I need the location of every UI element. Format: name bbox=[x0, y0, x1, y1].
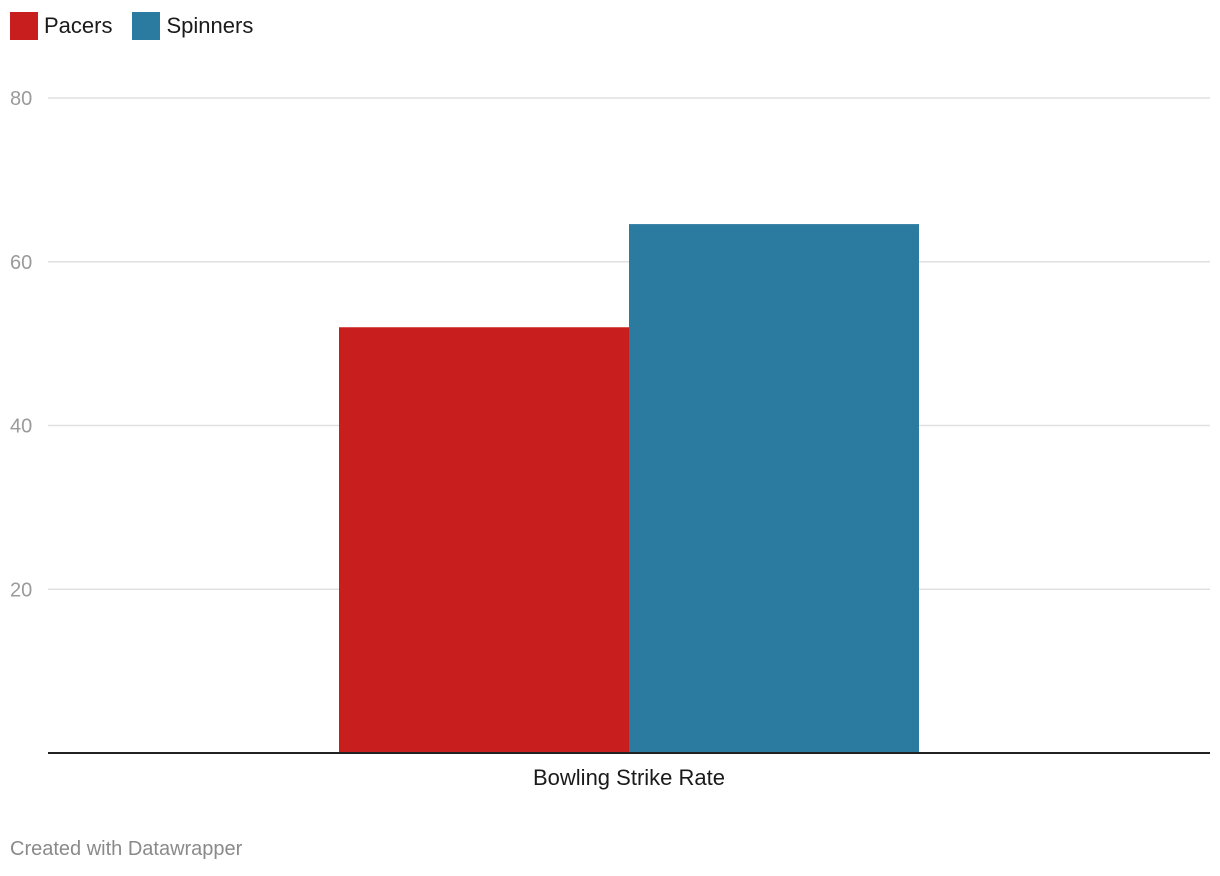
bar-chart: 20 40 60 80 Bowling Strike Rate bbox=[10, 88, 1210, 790]
chart-credit: Created with Datawrapper bbox=[10, 838, 243, 860]
y-tick-label-60: 60 bbox=[10, 252, 32, 274]
legend-label-spinners: Spinners bbox=[166, 13, 254, 38]
chart-legend: Pacers Spinners bbox=[10, 12, 253, 40]
legend-item-spinners: Spinners bbox=[132, 12, 253, 40]
legend-swatch-pacers bbox=[10, 12, 38, 40]
legend-label-pacers: Pacers bbox=[44, 13, 113, 38]
y-tick-label-20: 20 bbox=[10, 579, 32, 601]
legend-swatch-spinners bbox=[132, 12, 161, 40]
x-category-label-0: Bowling Strike Rate bbox=[533, 765, 725, 790]
y-tick-label-80: 80 bbox=[10, 88, 32, 110]
bar-pacers-0 bbox=[339, 327, 629, 753]
y-tick-label-40: 40 bbox=[10, 416, 32, 438]
legend-item-pacers: Pacers bbox=[10, 12, 112, 40]
bar-spinners-0 bbox=[629, 224, 919, 753]
